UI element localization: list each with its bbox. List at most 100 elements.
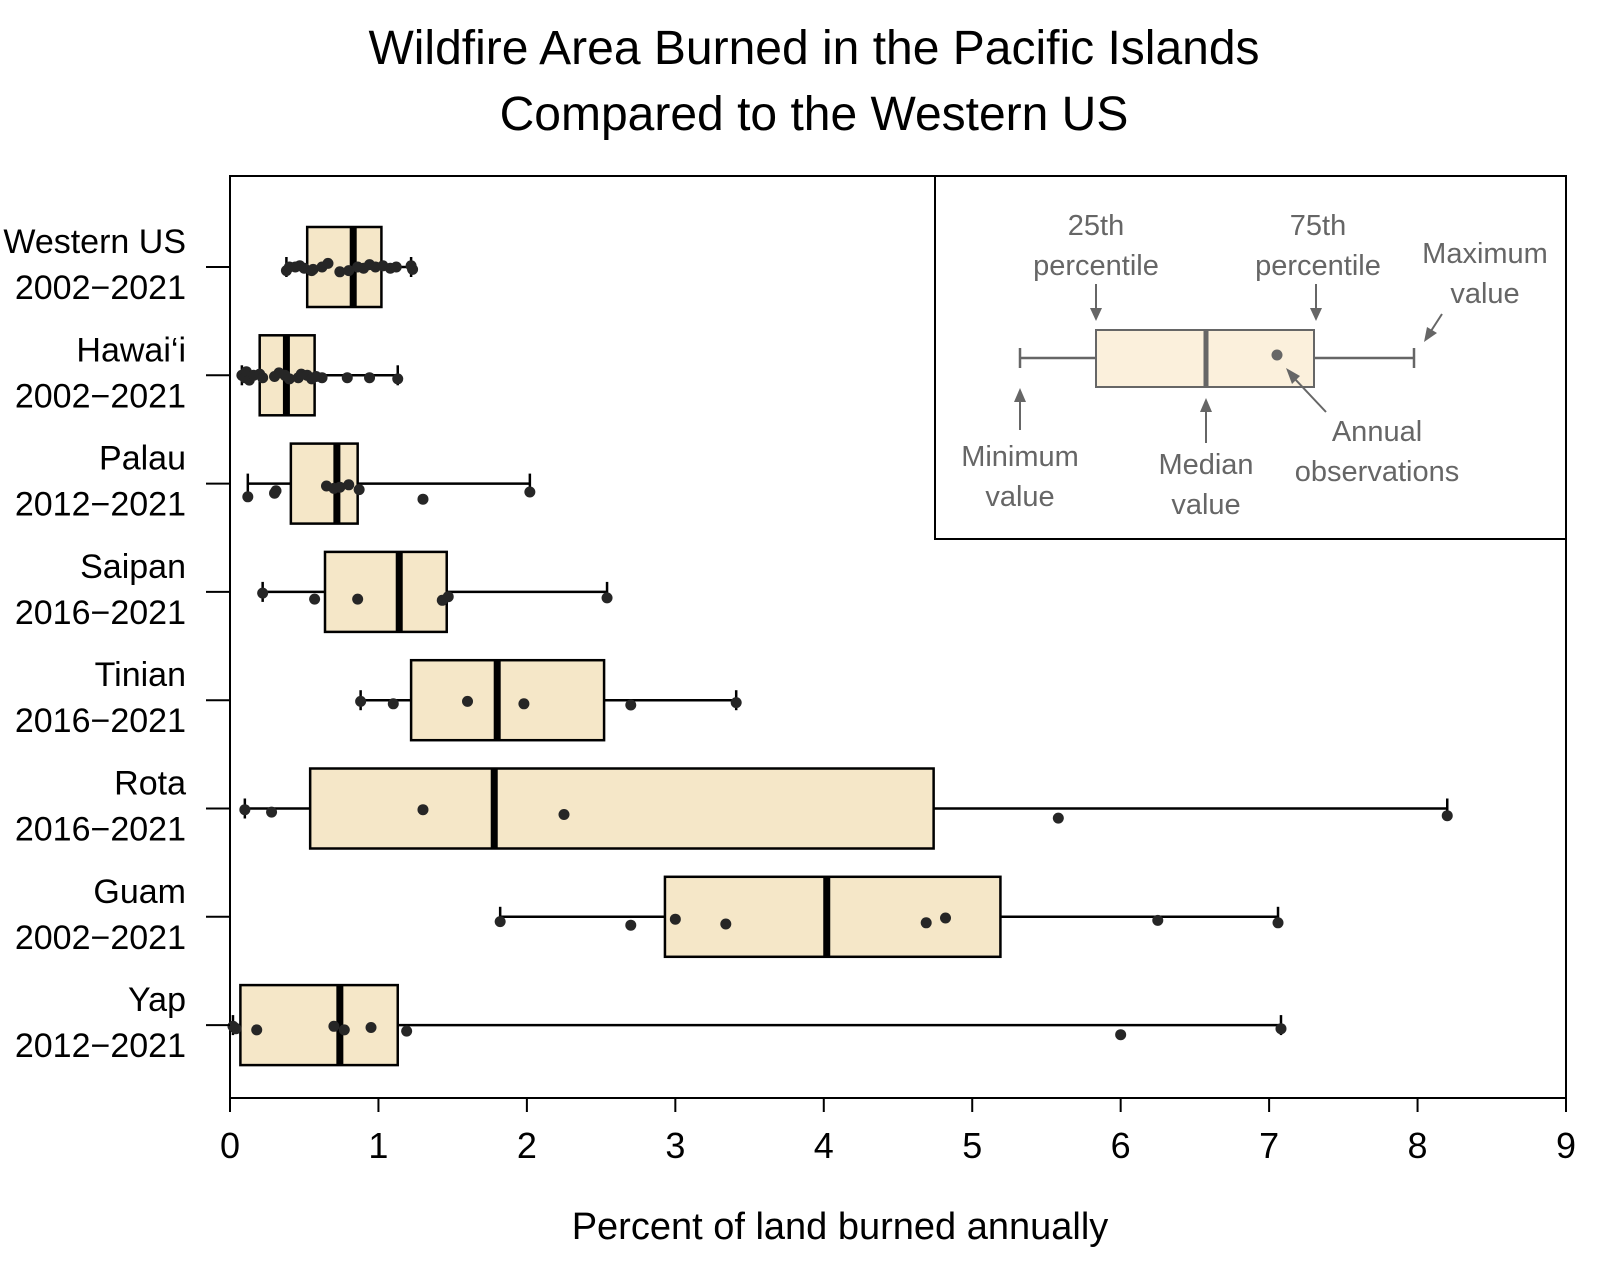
observation-point-rota bbox=[417, 804, 429, 816]
observation-point-palau bbox=[334, 481, 346, 493]
observation-point-yap bbox=[1275, 1023, 1287, 1035]
points-rota bbox=[239, 804, 1453, 824]
y-axis-labels: Western US 2002−2021 Hawai‘i 2002−2021 Palau… bbox=[3, 223, 230, 1065]
y-label-name-palau: Palau bbox=[99, 440, 186, 478]
observation-point-guam bbox=[494, 916, 506, 928]
observation-point-saipan bbox=[257, 587, 269, 599]
observation-point-saipan bbox=[352, 593, 364, 605]
observation-point-tinian bbox=[730, 697, 742, 709]
observation-point-yap bbox=[328, 1020, 340, 1032]
observation-point-rota bbox=[558, 809, 570, 820]
observation-point-rota bbox=[1441, 810, 1453, 822]
legend-label-p25-line-1: 25th bbox=[1068, 210, 1124, 242]
observation-point-palau bbox=[353, 484, 365, 496]
observation-point-guam bbox=[1152, 914, 1164, 926]
observation-point-guam bbox=[720, 918, 732, 930]
x-tick-label: 9 bbox=[1556, 1125, 1576, 1166]
box-saipan bbox=[261, 550, 609, 634]
observation-point-rota bbox=[239, 804, 251, 816]
y-label-name-hawai-i: Hawai‘i bbox=[76, 331, 186, 369]
legend-label-median-line-1: Median bbox=[1158, 449, 1253, 481]
legend-arrowhead-obs bbox=[1286, 368, 1300, 384]
legend-arrow-max bbox=[1430, 313, 1443, 332]
observation-point-tinian bbox=[387, 698, 399, 710]
observation-point-hawai-i bbox=[257, 372, 269, 384]
legend-box: 25th percentile 75th percentile Maximum … bbox=[934, 175, 1567, 540]
legend-label-p25-line-2: percentile bbox=[1033, 250, 1159, 282]
legend-arrowhead-median bbox=[1200, 398, 1212, 412]
y-label-period-hawai-i: 2002−2021 bbox=[15, 377, 186, 415]
box-palau bbox=[246, 442, 532, 525]
y-label-name-saipan: Saipan bbox=[80, 548, 186, 586]
box-yap bbox=[231, 983, 1283, 1067]
y-label-name-yap: Yap bbox=[128, 981, 186, 1019]
observation-point-rota bbox=[1052, 812, 1064, 824]
observation-point-western-us bbox=[280, 265, 292, 277]
x-tick-label: 8 bbox=[1408, 1125, 1428, 1166]
observation-point-western-us bbox=[334, 266, 346, 278]
observation-point-saipan bbox=[601, 592, 613, 604]
observation-point-guam bbox=[940, 912, 952, 924]
box-series-group bbox=[231, 225, 1449, 1067]
x-axis: 0 1 2 3 4 5 6 7 8 9 bbox=[220, 1097, 1576, 1166]
legend-arrow-obs bbox=[1293, 377, 1327, 413]
legend-arrowhead-p25 bbox=[1090, 308, 1102, 321]
observation-point-yap bbox=[251, 1024, 263, 1036]
x-tick-label: 2 bbox=[517, 1125, 537, 1166]
y-label-period-saipan: 2016−2021 bbox=[15, 594, 186, 632]
observation-point-guam bbox=[625, 919, 637, 931]
y-label-period-tinian: 2016−2021 bbox=[15, 702, 186, 740]
observation-point-yap bbox=[338, 1024, 350, 1036]
legend-label-max-line-1: Maximum bbox=[1422, 238, 1548, 270]
y-label-period-guam: 2002−2021 bbox=[15, 919, 186, 957]
x-tick-label: 1 bbox=[368, 1125, 388, 1166]
legend-label-obs-line-2: observations bbox=[1295, 456, 1459, 488]
observation-point-rota bbox=[266, 806, 278, 818]
observation-point-western-us bbox=[390, 261, 402, 273]
observation-point-yap bbox=[230, 1023, 242, 1035]
points-western-us bbox=[280, 257, 419, 278]
chart-title-line-1: Wildfire Area Burned in the Pacific Isla… bbox=[368, 22, 1259, 75]
observation-point-saipan bbox=[309, 593, 321, 605]
observation-point-guam bbox=[1272, 917, 1284, 929]
y-label-period-yap: 2012−2021 bbox=[15, 1027, 186, 1065]
legend-arrowhead-p75 bbox=[1310, 308, 1322, 321]
observation-points-group bbox=[227, 257, 1453, 1041]
observation-point-guam bbox=[920, 917, 932, 929]
legend-label-min-line-1: Minimum bbox=[961, 441, 1079, 473]
observation-point-yap bbox=[365, 1022, 377, 1033]
observation-point-hawai-i bbox=[316, 372, 328, 384]
y-label-name-guam: Guam bbox=[93, 873, 186, 911]
chart-title-line-2: Compared to the Western US bbox=[500, 88, 1129, 141]
observation-point-western-us bbox=[343, 265, 355, 277]
legend-label-obs-line-1: Annual bbox=[1332, 416, 1422, 448]
points-guam bbox=[494, 912, 1284, 931]
observation-point-palau bbox=[524, 486, 536, 498]
observation-point-tinian bbox=[518, 698, 530, 710]
x-tick-label: 6 bbox=[1111, 1125, 1131, 1166]
points-tinian bbox=[355, 695, 742, 711]
y-label-period-palau: 2012−2021 bbox=[15, 486, 186, 524]
observation-point-saipan bbox=[442, 591, 454, 603]
legend-label-median-line-2: value bbox=[1171, 489, 1240, 521]
x-tick-label: 5 bbox=[962, 1125, 982, 1166]
observation-point-palau bbox=[242, 491, 254, 503]
iqr-box-saipan bbox=[323, 550, 448, 634]
observation-point-western-us bbox=[407, 263, 419, 275]
observation-point-hawai-i bbox=[392, 373, 404, 385]
observation-point-tinian bbox=[625, 699, 637, 711]
x-axis-label: Percent of land burned annually bbox=[572, 1206, 1109, 1248]
legend-label-max-line-2: value bbox=[1450, 278, 1519, 310]
y-label-period-rota: 2016−2021 bbox=[15, 811, 186, 849]
x-tick-label: 7 bbox=[1259, 1125, 1279, 1166]
y-label-name-rota: Rota bbox=[114, 765, 186, 803]
observation-point-western-us bbox=[322, 257, 334, 269]
y-label-period-western-us: 2002−2021 bbox=[15, 269, 186, 307]
x-tick-label: 4 bbox=[814, 1125, 834, 1166]
points-palau bbox=[242, 479, 536, 505]
observation-point-tinian bbox=[355, 695, 367, 707]
legend-observation-point bbox=[1271, 349, 1283, 361]
observation-point-guam bbox=[669, 913, 681, 925]
observation-point-western-us bbox=[307, 263, 319, 275]
iqr-box-rota bbox=[308, 767, 935, 850]
